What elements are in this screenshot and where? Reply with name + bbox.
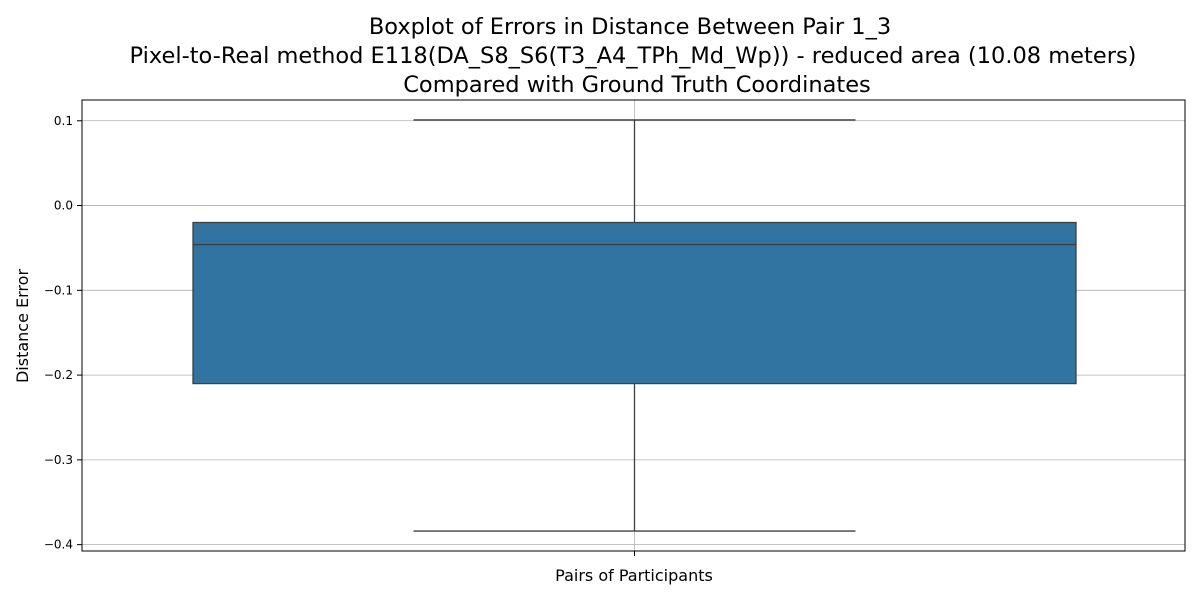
boxes <box>192 119 1077 532</box>
y-tick-label: 0.1 <box>54 114 73 128</box>
iqr-box <box>192 221 1077 385</box>
y-tick-label: −0.2 <box>44 368 73 382</box>
y-tick-label: 0.0 <box>54 199 73 213</box>
plot-area-frame <box>81 99 1186 552</box>
y-tick-label: −0.4 <box>44 538 73 552</box>
box-group <box>192 119 1077 532</box>
y-tick-label: −0.1 <box>44 283 73 297</box>
y-axis-ticks: 0.1 0.0 −0.1 −0.2 −0.3 −0.4 <box>44 114 82 552</box>
x-axis-label: Pairs of Participants <box>555 566 713 585</box>
chart-title-line-1: Boxplot of Errors in Distance Between Pa… <box>369 14 891 40</box>
chart-title-line-3: Compared with Ground Truth Coordinates <box>403 72 871 98</box>
y-tick-label: −0.3 <box>44 453 73 467</box>
chart-title-line-2: Pixel-to-Real method E118(DA_S8_S6(T3_A4… <box>130 43 1137 69</box>
y-axis-label: Distance Error <box>13 269 32 383</box>
